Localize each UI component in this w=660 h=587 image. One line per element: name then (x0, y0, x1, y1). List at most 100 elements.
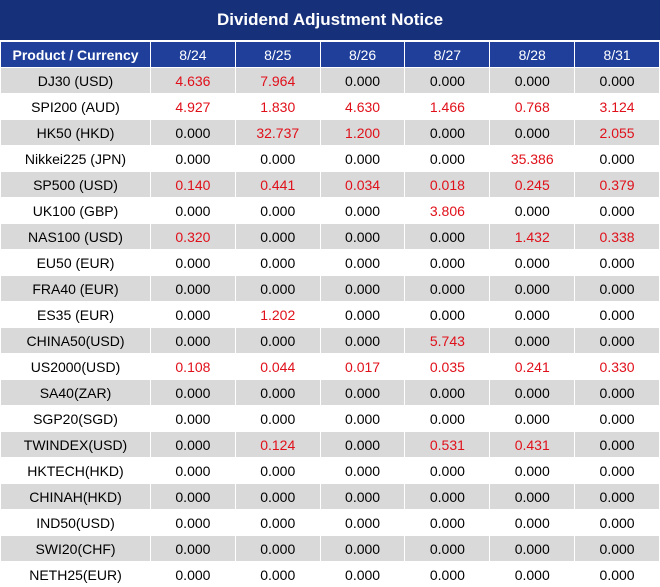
value-cell: 0.000 (404, 405, 491, 432)
value-cell: 0.000 (574, 67, 660, 94)
value-cell: 0.000 (150, 561, 236, 587)
value-cell: 0.000 (319, 379, 406, 406)
value-cell: 0.000 (150, 119, 236, 146)
value-cell: 0.768 (489, 93, 576, 120)
value-cell: 0.000 (150, 197, 236, 224)
value-cell: 32.737 (234, 119, 321, 146)
value-cell: 3.806 (404, 197, 491, 224)
table-row: SA40(ZAR) 0.000 0.000 0.000 0.000 0.000 0.000 (0, 379, 660, 406)
value-cell: 0.000 (404, 509, 491, 536)
table-row: Nikkei225 (JPN) 0.000 0.000 0.000 0.000 35.38… (0, 145, 660, 172)
value-cell: 4.927 (150, 93, 236, 120)
value-cell: 0.000 (234, 197, 321, 224)
value-cell: 0.000 (150, 431, 236, 458)
value-cell: 0.000 (234, 327, 321, 354)
value-cell: 0.000 (489, 405, 576, 432)
product-cell: EU50 (EUR) (0, 249, 151, 276)
product-cell: US2000(USD) (0, 353, 151, 380)
value-cell: 0.000 (574, 535, 660, 562)
value-cell: 5.743 (404, 327, 491, 354)
value-cell: 0.000 (319, 535, 406, 562)
table-row: UK100 (GBP) 0.000 0.000 0.000 3.806 0.000 0.00… (0, 197, 660, 224)
value-cell: 0.000 (489, 509, 576, 536)
value-cell: 0.140 (150, 171, 236, 198)
table-row: IND50(USD) 0.000 0.000 0.000 0.000 0.000 0.000 (0, 509, 660, 536)
column-header-date: 8/28 (489, 41, 576, 68)
product-cell: CHINAH(HKD) (0, 483, 151, 510)
value-cell: 0.441 (234, 171, 321, 198)
header-row: Product / Currency 8/24 8/25 8/26 8/27 8… (0, 41, 660, 68)
dividend-table: Product / Currency 8/24 8/25 8/26 8/27 8… (0, 41, 660, 587)
value-cell: 0.000 (404, 119, 491, 146)
value-cell: 0.241 (489, 353, 576, 380)
value-cell: 0.000 (234, 405, 321, 432)
table-body: DJ30 (USD) 4.636 7.964 0.000 0.000 0.000 0.000… (0, 67, 660, 587)
value-cell: 0.000 (150, 457, 236, 484)
value-cell: 0.000 (574, 327, 660, 354)
product-cell: ES35 (EUR) (0, 301, 151, 328)
value-cell: 0.000 (489, 275, 576, 302)
value-cell: 1.830 (234, 93, 321, 120)
value-cell: 0.000 (404, 249, 491, 276)
table-row: HKTECH(HKD) 0.000 0.000 0.000 0.000 0.000 0.00… (0, 457, 660, 484)
value-cell: 0.000 (150, 249, 236, 276)
value-cell: 0.000 (574, 457, 660, 484)
column-header-date: 8/26 (319, 41, 406, 68)
value-cell: 0.000 (319, 249, 406, 276)
value-cell: 0.000 (150, 301, 236, 328)
value-cell: 0.000 (489, 327, 576, 354)
table-row: CHINAH(HKD) 0.000 0.000 0.000 0.000 0.000 0.00… (0, 483, 660, 510)
value-cell: 0.000 (574, 301, 660, 328)
value-cell: 0.000 (319, 301, 406, 328)
value-cell: 0.000 (234, 535, 321, 562)
value-cell: 0.245 (489, 171, 576, 198)
value-cell: 0.000 (574, 509, 660, 536)
value-cell: 7.964 (234, 67, 321, 94)
value-cell: 0.000 (319, 431, 406, 458)
value-cell: 0.000 (150, 535, 236, 562)
value-cell: 0.000 (404, 561, 491, 587)
value-cell: 0.000 (150, 405, 236, 432)
product-cell: IND50(USD) (0, 509, 151, 536)
value-cell: 0.000 (489, 249, 576, 276)
value-cell: 0.379 (574, 171, 660, 198)
product-cell: Nikkei225 (JPN) (0, 145, 151, 172)
value-cell: 0.000 (574, 483, 660, 510)
value-cell: 0.000 (150, 379, 236, 406)
value-cell: 0.018 (404, 171, 491, 198)
value-cell: 0.000 (319, 509, 406, 536)
value-cell: 0.000 (404, 535, 491, 562)
value-cell: 0.000 (489, 535, 576, 562)
value-cell: 0.017 (319, 353, 406, 380)
product-cell: DJ30 (USD) (0, 67, 151, 94)
value-cell: 4.636 (150, 67, 236, 94)
value-cell: 0.431 (489, 431, 576, 458)
table-row: EU50 (EUR) 0.000 0.000 0.000 0.000 0.000 0.000 (0, 249, 660, 276)
value-cell: 0.000 (319, 405, 406, 432)
value-cell: 0.531 (404, 431, 491, 458)
value-cell: 0.000 (574, 379, 660, 406)
table-row: CHINA50(USD) 0.000 0.000 0.000 5.743 0.000 0.0… (0, 327, 660, 354)
value-cell: 0.000 (234, 249, 321, 276)
table-row: HK50 (HKD) 0.000 32.737 1.200 0.000 0.000 2.05… (0, 119, 660, 146)
value-cell: 0.000 (150, 145, 236, 172)
value-cell: 35.386 (489, 145, 576, 172)
column-header-date: 8/25 (234, 41, 321, 68)
value-cell: 0.000 (150, 483, 236, 510)
value-cell: 0.000 (574, 405, 660, 432)
value-cell: 0.000 (234, 483, 321, 510)
value-cell: 0.000 (404, 145, 491, 172)
page-title: Dividend Adjustment Notice (0, 0, 660, 41)
value-cell: 0.000 (319, 327, 406, 354)
value-cell: 0.000 (574, 197, 660, 224)
value-cell: 0.108 (150, 353, 236, 380)
product-cell: SGP20(SGD) (0, 405, 151, 432)
value-cell: 0.000 (574, 431, 660, 458)
value-cell: 0.000 (234, 145, 321, 172)
table-row: FRA40 (EUR) 0.000 0.000 0.000 0.000 0.000 0.00… (0, 275, 660, 302)
table-row: SPI200 (AUD) 4.927 1.830 4.630 1.466 0.768 3.1… (0, 93, 660, 120)
product-cell: CHINA50(USD) (0, 327, 151, 354)
table-row: TWINDEX(USD) 0.000 0.124 0.000 0.531 0.431 0.0… (0, 431, 660, 458)
value-cell: 0.000 (489, 67, 576, 94)
